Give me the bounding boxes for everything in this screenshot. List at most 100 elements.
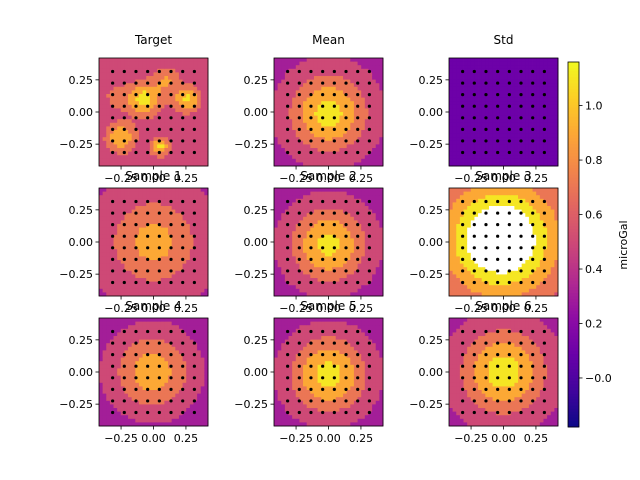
- heatmap-cell: [343, 162, 348, 167]
- heatmap-cell: [324, 140, 329, 145]
- heatmap-cell: [149, 213, 154, 218]
- heatmap-cell: [456, 281, 461, 286]
- heatmap-cell: [343, 292, 348, 297]
- heatmap-cell: [467, 140, 472, 145]
- heatmap-cell: [299, 151, 304, 156]
- y-tick-label: −0.25: [234, 138, 268, 151]
- heatmap-cell: [299, 119, 304, 124]
- heatmap-cell: [99, 285, 104, 290]
- heatmap-cell: [321, 216, 326, 221]
- heatmap-cell: [532, 130, 537, 134]
- heatmap-cell: [317, 285, 322, 290]
- heatmap-cell: [193, 220, 198, 225]
- heatmap-cell: [186, 108, 191, 113]
- heatmap-cell: [153, 234, 158, 239]
- heatmap-cell: [120, 202, 125, 207]
- heatmap-cell: [182, 267, 187, 272]
- heatmap-cell: [346, 97, 351, 102]
- heatmap-cell: [292, 119, 297, 124]
- heatmap-cell: [310, 242, 315, 246]
- heatmap-cell: [189, 260, 194, 264]
- heatmap-cell: [142, 151, 147, 156]
- heatmap-cell: [160, 252, 165, 257]
- heatmap-cell: [292, 133, 297, 138]
- heatmap-cell: [131, 61, 136, 66]
- heatmap-cell: [332, 119, 337, 124]
- heatmap-cell: [328, 144, 333, 149]
- heatmap-cell: [467, 65, 472, 70]
- heatmap-cell: [324, 278, 329, 282]
- heatmap-cell: [204, 61, 209, 66]
- heatmap-cell: [379, 252, 384, 257]
- heatmap-cell: [295, 68, 300, 73]
- heatmap-cell: [277, 256, 282, 261]
- heatmap-cell: [128, 97, 133, 102]
- heatmap-cell: [274, 86, 279, 91]
- heatmap-cell: [186, 65, 191, 70]
- heatmap-cell: [350, 72, 355, 77]
- heatmap-cell: [178, 119, 183, 124]
- panel-title: Sample 1: [125, 169, 181, 183]
- heatmap-cell: [554, 61, 559, 66]
- heatmap-cell: [306, 133, 311, 138]
- heatmap-cell: [343, 220, 348, 225]
- heatmap-cell: [550, 126, 555, 131]
- heatmap-cell: [204, 224, 209, 228]
- sensor-point: [461, 116, 465, 120]
- heatmap-cell: [120, 68, 125, 73]
- heatmap-cell: [160, 224, 165, 228]
- heatmap-cell: [510, 76, 515, 80]
- heatmap-cell: [492, 58, 497, 62]
- heatmap-cell: [350, 148, 355, 152]
- heatmap-cell: [292, 158, 297, 163]
- heatmap-cell: [102, 155, 107, 160]
- sensor-point: [192, 127, 196, 131]
- heatmap-cell: [328, 140, 333, 145]
- heatmap-cell: [106, 58, 111, 62]
- heatmap-cell: [313, 227, 318, 232]
- heatmap-cell: [164, 274, 169, 279]
- heatmap-cell: [160, 256, 165, 261]
- heatmap-cell: [146, 292, 151, 297]
- heatmap-cell: [113, 267, 118, 272]
- heatmap-cell: [528, 94, 533, 98]
- heatmap-cell: [299, 202, 304, 207]
- sensor-point: [367, 257, 371, 261]
- heatmap-cell: [350, 65, 355, 70]
- heatmap-cell: [99, 206, 104, 210]
- heatmap-cell: [288, 281, 293, 286]
- heatmap-cell: [459, 112, 464, 116]
- sensor-point: [122, 280, 126, 285]
- heatmap-cell: [452, 61, 457, 66]
- heatmap-cell: [474, 126, 479, 131]
- sensor-point: [181, 257, 185, 261]
- heatmap-cell: [113, 72, 118, 77]
- heatmap-cell: [478, 144, 483, 149]
- heatmap-cell: [321, 119, 326, 124]
- heatmap-cell: [343, 260, 348, 264]
- heatmap-cell: [197, 260, 202, 264]
- heatmap-cell: [313, 65, 318, 70]
- heatmap-cell: [525, 126, 530, 131]
- heatmap-cell: [299, 76, 304, 80]
- heatmap-cell: [532, 68, 537, 73]
- heatmap-cell: [288, 231, 293, 236]
- heatmap-cell: [521, 72, 526, 77]
- heatmap-cell: [299, 188, 304, 192]
- heatmap-cell: [478, 86, 483, 91]
- heatmap-cell: [532, 108, 537, 113]
- heatmap-cell: [543, 83, 548, 88]
- heatmap-cell: [284, 130, 289, 134]
- heatmap-cell: [368, 227, 373, 232]
- heatmap-cell: [456, 86, 461, 91]
- heatmap-cell: [449, 130, 454, 134]
- heatmap-cell: [178, 72, 183, 77]
- heatmap-cell: [375, 126, 380, 131]
- sensor-point: [297, 199, 301, 204]
- heatmap-cell: [335, 270, 340, 275]
- heatmap-cell: [518, 119, 523, 124]
- heatmap-cell: [120, 195, 125, 200]
- sensor-point: [367, 150, 371, 155]
- heatmap-cell: [313, 101, 318, 106]
